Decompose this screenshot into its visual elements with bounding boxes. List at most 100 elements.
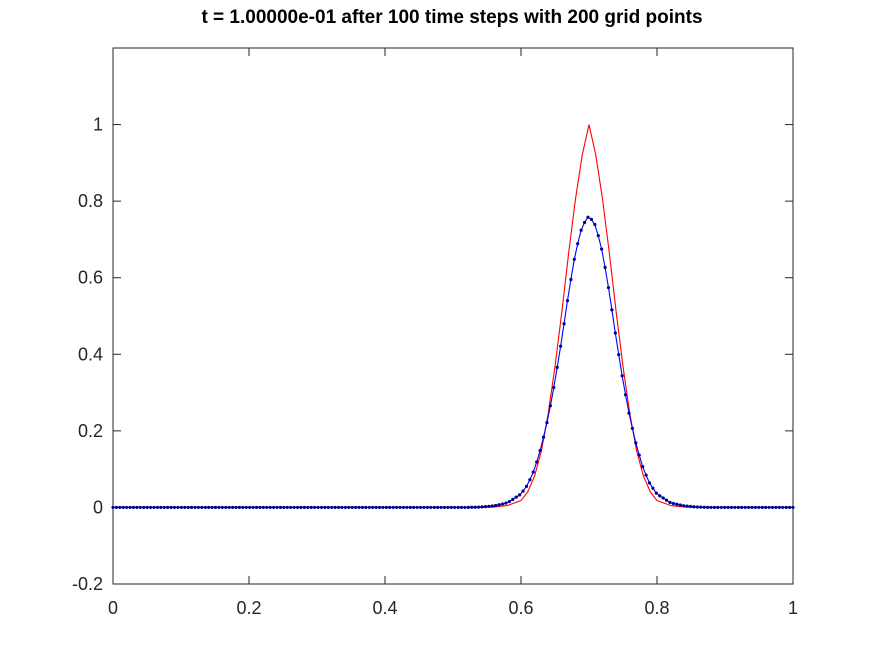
numerical-solution-point (309, 505, 313, 510)
numerical-solution-point (716, 505, 720, 510)
numerical-solution-point (746, 505, 751, 510)
numerical-solution-point (200, 505, 204, 510)
numerical-solution-point (562, 322, 566, 326)
numerical-solution-point (787, 505, 792, 510)
x-tick-label: 0 (108, 598, 118, 618)
numerical-solution-point (367, 505, 371, 510)
numerical-solution-point (719, 505, 723, 510)
numerical-solution-point (661, 496, 665, 500)
numerical-solution-point (538, 448, 542, 453)
numerical-solution-point (374, 505, 378, 510)
numerical-solution-point (350, 505, 354, 510)
numerical-solution-point (453, 505, 457, 510)
numerical-solution-point (439, 505, 443, 510)
numerical-solution-point (395, 505, 399, 510)
numerical-solution-point (172, 505, 177, 510)
numerical-solution-point (354, 505, 358, 510)
numerical-solution-point (671, 501, 676, 506)
numerical-solution-point (740, 505, 744, 510)
numerical-solution-point (169, 505, 173, 510)
numerical-solution-point (244, 505, 248, 510)
numerical-solution-point (429, 505, 433, 510)
numerical-solution-point (606, 285, 611, 290)
numerical-solution-point (319, 505, 324, 510)
numerical-solution-point (682, 504, 686, 508)
numerical-solution-point (548, 404, 552, 408)
numerical-solution-point (545, 421, 549, 425)
numerical-solution-point (524, 484, 529, 488)
numerical-solution-point (203, 505, 207, 510)
numerical-solution-point (111, 505, 115, 510)
numerical-solution-point (145, 505, 149, 510)
numerical-solution-point (641, 465, 645, 469)
numerical-solution-point (268, 505, 272, 510)
numerical-solution-point (634, 441, 638, 445)
numerical-solution-point (278, 505, 283, 510)
plot-axes-box (112, 47, 794, 585)
numerical-solution-point (552, 385, 556, 390)
numerical-solution-point (678, 503, 682, 507)
numerical-solution-point (497, 503, 501, 507)
numerical-solution-point (401, 505, 406, 510)
chart-title: t = 1.00000e-01 after 100 time steps wit… (201, 7, 702, 28)
numerical-solution-point (685, 504, 689, 508)
numerical-solution-point (699, 505, 703, 509)
numerical-solution-point (442, 505, 447, 510)
numerical-solution-point (593, 222, 597, 227)
numerical-solution-point (753, 505, 758, 510)
numerical-solution-point (265, 505, 269, 510)
numerical-solution-point (712, 505, 717, 510)
numerical-solution-point (275, 505, 279, 510)
numerical-solution-point (125, 505, 129, 510)
numerical-solution-point (446, 505, 450, 510)
numerical-solution-point (289, 505, 293, 510)
numerical-solution-point (166, 505, 170, 510)
numerical-solution-point (770, 505, 775, 510)
numerical-solution-point (664, 498, 669, 502)
x-tick-label: 0.8 (644, 598, 669, 618)
numerical-solution-point (254, 505, 259, 510)
numerical-solution-point (121, 505, 125, 510)
numerical-solution-point (285, 505, 289, 510)
numerical-solution-point (784, 505, 788, 510)
numerical-solution-point (507, 499, 511, 504)
numerical-solution-point (128, 505, 132, 510)
numerical-solution-point (131, 505, 136, 510)
numerical-solution-point (723, 505, 727, 510)
numerical-solution-point (483, 505, 488, 509)
numerical-solution-point (709, 505, 713, 510)
numerical-solution-point (196, 505, 201, 510)
numerical-solution-point (596, 233, 600, 238)
numerical-solution-point (726, 505, 730, 510)
numerical-solution-point (610, 308, 614, 312)
numerical-solution-point (159, 505, 163, 510)
numerical-solution-point (791, 505, 795, 510)
numerical-solution-point (576, 242, 580, 246)
numerical-solution-point (518, 493, 522, 497)
numerical-solution-point (357, 505, 361, 510)
y-tick-label: -0.2 (72, 574, 103, 594)
numerical-solution-point (702, 505, 706, 509)
numerical-solution-point (647, 481, 652, 485)
numerical-solution-point (388, 505, 392, 510)
numerical-solution-point (299, 505, 303, 510)
numerical-solution-point (381, 505, 385, 510)
numerical-solution-point (767, 505, 771, 510)
numerical-solution-point (138, 505, 142, 510)
numerical-solution-point (323, 505, 327, 510)
numerical-solution-point (565, 299, 570, 303)
numerical-solution-point (333, 505, 337, 510)
numerical-solution-point (528, 478, 532, 482)
y-tick-label: 0 (93, 497, 103, 517)
numerical-solution-point (258, 505, 262, 510)
numerical-solution-point (600, 247, 604, 251)
numerical-solution-point (114, 505, 119, 510)
numerical-solution-point (302, 505, 306, 510)
numerical-solution-point (473, 505, 477, 509)
numerical-solution-point (343, 505, 347, 510)
y-tick-label: 1 (93, 115, 103, 135)
numerical-solution-point (193, 505, 197, 510)
numerical-solution-point (377, 505, 382, 510)
numerical-solution-point (422, 505, 426, 510)
